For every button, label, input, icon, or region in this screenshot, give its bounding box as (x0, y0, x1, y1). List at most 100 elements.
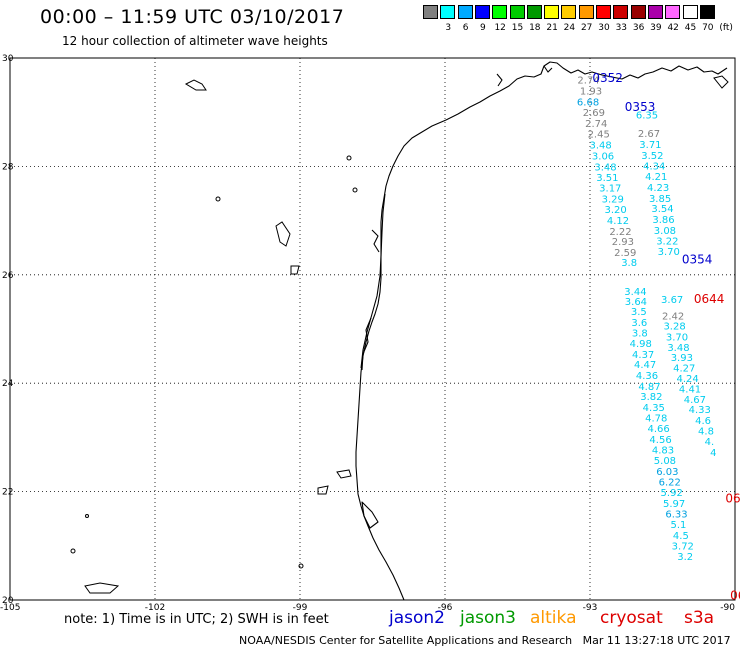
satellite-jason3: jason3 (460, 608, 516, 628)
wave-height-label: 3.48 (594, 162, 616, 173)
latitude-tick-label: 26 (2, 271, 14, 281)
legend-swatch (526, 5, 542, 19)
pass-time-label: 0352 (592, 71, 623, 85)
wave-height-label: 2.67 (638, 129, 660, 140)
wave-height-label: 2.93 (612, 237, 634, 248)
legend-bin-label: 45 (684, 23, 697, 33)
satellite-altika: altika (530, 608, 577, 628)
wave-height-label: 1.93 (580, 87, 602, 98)
map-frame (9, 57, 736, 601)
longitude-tick-label: -93 (583, 603, 598, 613)
map-subtitle: 12 hour collection of altimeter wave hei… (62, 34, 328, 48)
legend-bin-label: 9 (480, 23, 486, 33)
wave-height-label: 4.12 (607, 216, 629, 227)
lake-shore (361, 501, 379, 529)
wave-height-label: 4.21 (645, 172, 667, 183)
wave-height-label: 3.6 (631, 318, 647, 329)
legend-swatch (440, 5, 456, 19)
wave-height-label: 3.93 (671, 353, 693, 364)
wave-height-label: 2.69 (583, 108, 605, 119)
wave-height-label: 3.20 (604, 205, 626, 216)
wave-height-label: 4.87 (638, 382, 660, 393)
wave-height-label: 6.33 (665, 509, 687, 520)
legend-bin-label: 21 (546, 23, 558, 33)
legend-bin-label: 30 (598, 23, 610, 33)
legend-bin-label: 70 (702, 23, 714, 33)
wave-height-label: 4 (710, 448, 716, 459)
wave-height-label: 3.48 (590, 141, 612, 152)
wave-height-label: 4.78 (645, 413, 667, 424)
wave-height-label: 3.72 (672, 541, 694, 552)
wave-height-label: 4.27 (673, 363, 695, 374)
wave-height-label: 4.47 (634, 360, 656, 371)
island-feature (184, 79, 207, 91)
wave-height-label: 3.86 (652, 215, 674, 226)
wave-height-label: 3.71 (639, 140, 661, 151)
legend-swatch (509, 5, 525, 19)
island-feature (85, 514, 89, 518)
wave-height-label: 3.52 (641, 151, 663, 162)
wave-height-label: 3.82 (640, 392, 662, 403)
island-feature (70, 548, 76, 554)
island-feature (215, 196, 221, 202)
island-feature (352, 187, 358, 193)
pass-time-label: 064 (725, 492, 740, 506)
bay-outline (371, 229, 380, 253)
latitude-tick-label: 30 (2, 54, 14, 64)
wave-height-label: 4.37 (632, 350, 654, 361)
legend-swatch (578, 5, 594, 19)
legend-swatch (630, 5, 646, 19)
wave-height-label: 2.22 (609, 227, 631, 238)
wave-height-label: 3.8 (632, 328, 648, 339)
legend-bin-label: 24 (563, 23, 576, 33)
wave-height-label: 4.56 (649, 435, 671, 446)
wave-height-label: 2.45 (588, 129, 610, 140)
legend-swatch (665, 5, 681, 19)
altimeter-track-1: 2.741.936.682.692.742.453.483.063.483.51… (577, 76, 694, 563)
legend-bin-label: 42 (667, 23, 679, 33)
latitude-tick-label: 22 (2, 488, 13, 498)
legend-swatch (474, 5, 490, 19)
longitude-ticks: -105 -102 -99 -96 -93 -90 (0, 603, 735, 613)
island-feature (290, 265, 300, 275)
wave-height-label: 4.8 (698, 426, 714, 437)
wave-height-label: 4.98 (630, 339, 652, 350)
wave-height-label: 2.59 (614, 248, 636, 259)
wave-height-label: 6.35 (636, 110, 658, 121)
wave-height-label: 3.28 (663, 322, 685, 333)
island-feature (336, 469, 352, 479)
legend-bin-label: 36 (632, 23, 645, 33)
legend-swatch (457, 5, 473, 19)
legend-bin-label: 27 (580, 23, 593, 33)
pass-labels: 0352 0353 0354 0644 064 06 (592, 71, 740, 603)
legend-swatch (613, 5, 629, 19)
wave-height-label: 3.29 (602, 194, 624, 205)
wave-height-label: 4.41 (679, 385, 701, 396)
legend-swatch (423, 5, 438, 19)
wave-height-label: 3.48 (667, 343, 689, 354)
island-feature (275, 221, 291, 247)
island-feature (298, 563, 304, 569)
footer-credit: NOAA/NESDIS Center for Satellite Applica… (239, 634, 731, 647)
wave-height-label: 3.8 (621, 258, 637, 269)
graticule (10, 58, 735, 600)
wave-height-label: 3.85 (649, 194, 671, 205)
wave-height-label: 2.74 (577, 76, 599, 87)
legend-swatch (682, 5, 698, 19)
legend-swatch (647, 5, 663, 19)
latitude-tick-label: 24 (2, 379, 14, 389)
pass-time-label: 0353 (625, 100, 656, 114)
wave-height-label: 3.64 (625, 297, 647, 308)
wave-height-label: 3.51 (596, 173, 618, 184)
satellite-s3a: s3a (684, 608, 715, 628)
legend-bin-label: 12 (494, 23, 506, 33)
wave-height-label: 5.97 (663, 499, 685, 510)
inlet-outline (543, 65, 553, 73)
wave-height-label: 6.22 (659, 477, 681, 488)
legend-bin-label: 3 (445, 23, 452, 33)
legend-swatch (544, 5, 560, 19)
wave-height-label: 3.06 (592, 152, 614, 163)
latitude-ticks: 30 28 26 24 22 20 (2, 54, 14, 606)
wave-height-label: 4.66 (648, 424, 670, 435)
